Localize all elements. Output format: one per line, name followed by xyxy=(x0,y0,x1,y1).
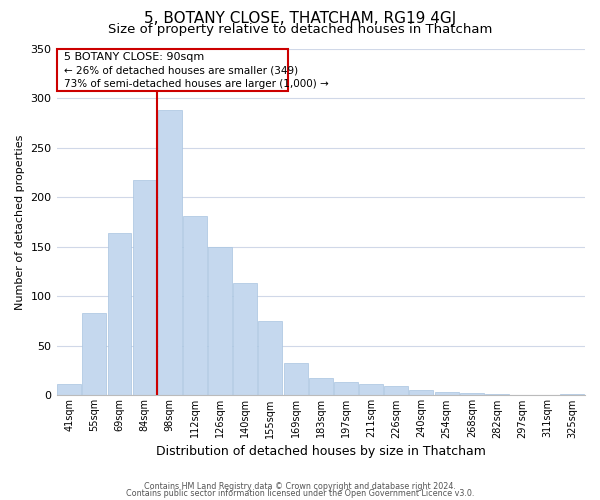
Text: Contains HM Land Registry data © Crown copyright and database right 2024.: Contains HM Land Registry data © Crown c… xyxy=(144,482,456,491)
Bar xyxy=(259,321,283,396)
Bar xyxy=(57,384,81,396)
X-axis label: Distribution of detached houses by size in Thatcham: Distribution of detached houses by size … xyxy=(156,444,486,458)
Text: 5 BOTANY CLOSE: 90sqm: 5 BOTANY CLOSE: 90sqm xyxy=(64,52,205,62)
Text: ← 26% of detached houses are smaller (349): ← 26% of detached houses are smaller (34… xyxy=(64,66,298,76)
Text: Size of property relative to detached houses in Thatcham: Size of property relative to detached ho… xyxy=(108,22,492,36)
Text: 73% of semi-detached houses are larger (1,000) →: 73% of semi-detached houses are larger (… xyxy=(64,78,329,88)
Bar xyxy=(183,216,207,396)
Bar xyxy=(385,386,408,396)
Bar xyxy=(208,247,232,396)
Bar xyxy=(460,394,484,396)
Bar xyxy=(309,378,333,396)
FancyBboxPatch shape xyxy=(56,49,288,90)
Bar xyxy=(359,384,383,396)
Y-axis label: Number of detached properties: Number of detached properties xyxy=(15,134,25,310)
Bar xyxy=(409,390,433,396)
Bar xyxy=(434,392,458,396)
Bar xyxy=(485,394,509,396)
Text: 5, BOTANY CLOSE, THATCHAM, RG19 4GJ: 5, BOTANY CLOSE, THATCHAM, RG19 4GJ xyxy=(144,11,456,26)
Text: Contains public sector information licensed under the Open Government Licence v3: Contains public sector information licen… xyxy=(126,489,474,498)
Bar xyxy=(107,233,131,396)
Bar xyxy=(233,282,257,396)
Bar xyxy=(82,314,106,396)
Bar xyxy=(284,362,308,396)
Bar xyxy=(158,110,182,396)
Bar xyxy=(560,394,584,396)
Bar xyxy=(334,382,358,396)
Bar xyxy=(133,180,157,396)
